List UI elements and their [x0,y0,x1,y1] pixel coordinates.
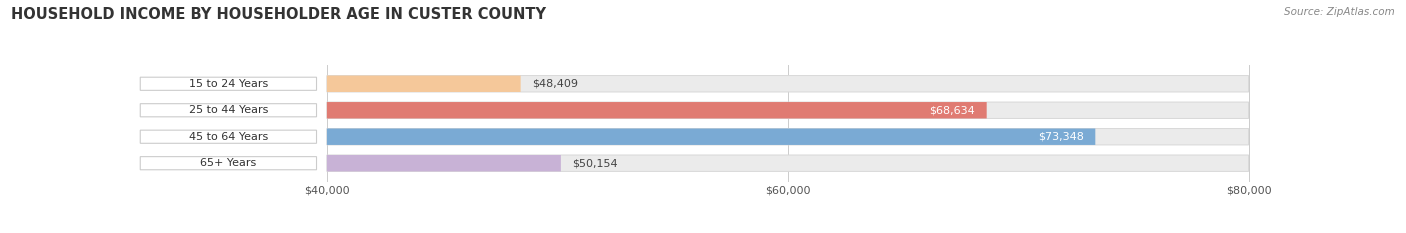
Text: $73,348: $73,348 [1038,132,1084,142]
FancyBboxPatch shape [328,129,1249,145]
FancyBboxPatch shape [141,130,316,143]
FancyBboxPatch shape [328,155,1249,171]
Text: $48,409: $48,409 [533,79,578,89]
Text: $50,154: $50,154 [572,158,619,168]
Text: $68,634: $68,634 [929,105,976,115]
Text: 45 to 64 Years: 45 to 64 Years [188,132,269,142]
Text: Source: ZipAtlas.com: Source: ZipAtlas.com [1284,7,1395,17]
Text: 15 to 24 Years: 15 to 24 Years [188,79,269,89]
FancyBboxPatch shape [328,102,987,118]
Text: 25 to 44 Years: 25 to 44 Years [188,105,269,115]
FancyBboxPatch shape [328,75,520,92]
FancyBboxPatch shape [328,75,1249,92]
FancyBboxPatch shape [141,77,316,90]
FancyBboxPatch shape [328,129,1095,145]
FancyBboxPatch shape [328,155,561,171]
FancyBboxPatch shape [141,104,316,117]
Text: HOUSEHOLD INCOME BY HOUSEHOLDER AGE IN CUSTER COUNTY: HOUSEHOLD INCOME BY HOUSEHOLDER AGE IN C… [11,7,547,22]
Text: 65+ Years: 65+ Years [200,158,256,168]
FancyBboxPatch shape [328,102,1249,118]
FancyBboxPatch shape [141,157,316,170]
